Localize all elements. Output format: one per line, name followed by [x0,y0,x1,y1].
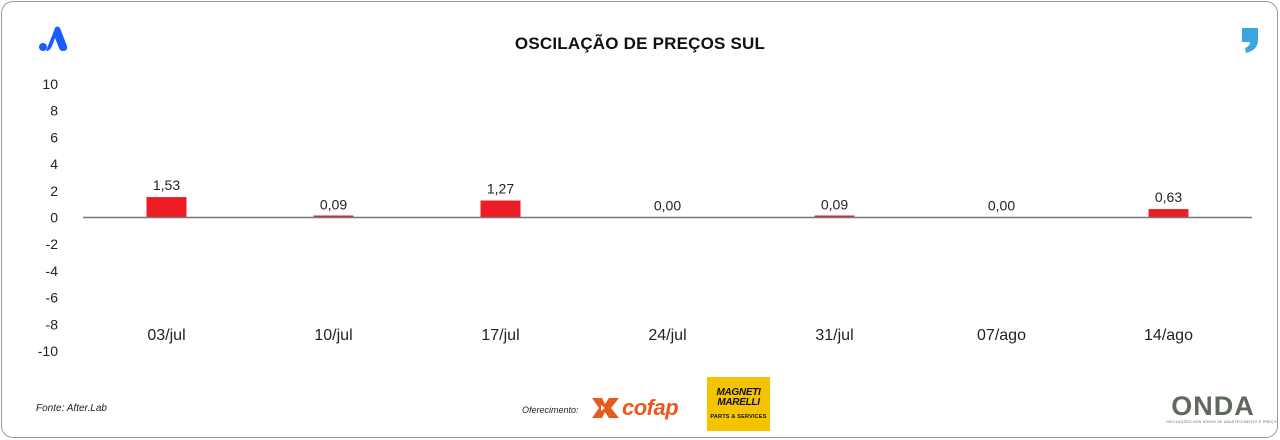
x-tick-label: 14/ago [1144,327,1193,344]
onda-tagline: OSCILAÇÕES NOS NÍVEIS DE ABASTECIMENTO E… [1166,420,1277,424]
y-tick-label: 0 [50,210,58,226]
quote-logo-shape [1242,28,1258,53]
y-tick-label: -2 [46,236,59,252]
x-tick-label: 03/jul [147,327,185,344]
cofap-mark-shape [592,398,619,418]
brand-logo-shape [46,26,68,51]
y-tick-label: -6 [46,290,59,306]
magneti-line2: MARELLI [717,397,760,408]
data-label: 0,09 [821,196,848,212]
y-tick-label: 4 [50,156,58,172]
source-text: Fonte: After.Lab [36,403,107,414]
y-tick-label: 10 [42,76,58,92]
sponsor-label: Oferecimento: [522,405,579,415]
y-tick-label: -8 [46,316,59,332]
data-label: 0,00 [654,198,681,214]
y-tick-label: 8 [50,103,58,119]
data-label: 0,63 [1155,189,1182,205]
onda-wordmark: ONDA [1171,391,1255,421]
quote-logo-icon [1242,28,1258,53]
bar [313,215,354,218]
x-tick-label: 24/jul [648,327,686,344]
bar [480,200,521,218]
data-label: 0,00 [988,198,1015,214]
bar [146,197,187,218]
cofap-wordmark: cofap [622,395,679,420]
magneti-line1: MAGNETI [716,387,761,398]
bar [814,215,855,218]
brand-logo-icon [39,26,68,51]
cofap-logo: cofap [590,394,679,422]
data-label: 1,27 [487,181,514,197]
chart-title: OSCILAÇÃO DE PREÇOS SUL [514,34,766,53]
data-label: 0,09 [320,196,347,212]
magneti-subtitle: PARTS & SERVICES [710,414,767,420]
y-tick-label: 2 [50,183,58,199]
cofap-mark-cut [601,405,605,411]
x-tick-label: 10/jul [314,327,352,344]
data-label: 1,53 [153,177,180,193]
brand-logo-dot [39,43,47,51]
magneti-marelli-logo: MAGNETI MARELLI PARTS & SERVICES [707,377,770,431]
x-tick-label: 07/ago [977,327,1026,344]
x-tick-label: 17/jul [481,327,519,344]
y-tick-label: -10 [38,343,58,359]
bar [1148,209,1189,218]
cofap-mark-icon [592,398,619,418]
y-tick-label: 6 [50,129,58,145]
onda-logo: ONDA OSCILAÇÕES NOS NÍVEIS DE ABASTECIME… [1166,391,1277,428]
x-tick-label: 31/jul [815,327,853,344]
y-tick-label: -4 [46,263,59,279]
